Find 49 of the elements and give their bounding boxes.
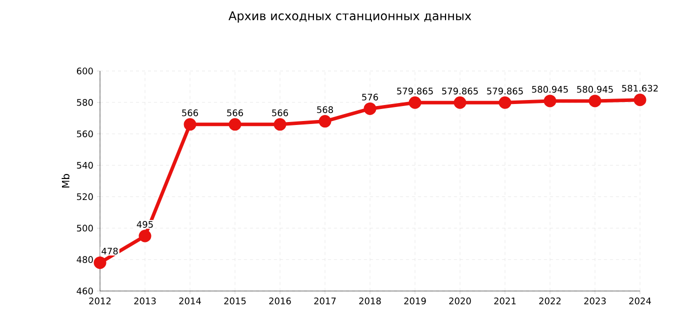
point [274,118,286,131]
data-label: 579.865 [442,88,478,94]
data-label: 576 [362,94,378,101]
x-tick-label: 2024 [629,298,651,304]
x-tick-label: 2018 [359,298,381,304]
data-label: 566 [182,109,198,116]
y-tick-label: 540 [76,162,93,169]
point [364,102,376,115]
y-tick-label: 600 [76,68,93,74]
data-label: 579.865 [487,88,523,94]
point [94,256,106,269]
x-tick-label: 2013 [134,298,156,304]
y-tick-label: 560 [76,130,93,138]
y-tick-label: 500 [76,224,93,232]
x-tick-label: 2021 [494,298,516,304]
point [544,94,556,108]
data-label: 568 [317,106,333,114]
x-tick-label: 2019 [404,298,426,304]
point [138,230,152,242]
data-label: 495 [136,220,153,228]
point [408,96,422,109]
x-tick-label: 2012 [89,298,111,304]
chart-title: Архив исходных станционных данных [228,11,472,23]
point [634,94,646,106]
data-label: 566 [227,109,244,116]
point [454,96,466,109]
x-tick-label: 2017 [314,298,336,304]
data-label: 580.945 [532,86,568,93]
y-axis-title: Mb [62,174,70,188]
x-tick-label: 2014 [179,298,201,304]
data-label: 478 [102,248,118,255]
point [228,118,242,131]
data-label: 581.632 [622,84,658,92]
y-tick-label: 460 [76,288,93,294]
point [318,115,332,128]
data-label: 566 [272,109,288,116]
point [588,94,602,108]
y-tick-label: 480 [76,256,93,263]
x-tick-label: 2020 [449,298,471,304]
y-tick-label: 580 [76,99,93,106]
data-label: 579.865 [397,88,433,94]
x-tick-label: 2015 [224,298,246,304]
x-tick-label: 2016 [269,298,291,304]
x-tick-label: 2023 [584,298,606,304]
data-label: 580.945 [577,86,613,93]
point [184,118,196,131]
x-tick-label: 2022 [539,298,561,304]
y-tick-label: 520 [76,193,93,200]
point [498,96,512,109]
